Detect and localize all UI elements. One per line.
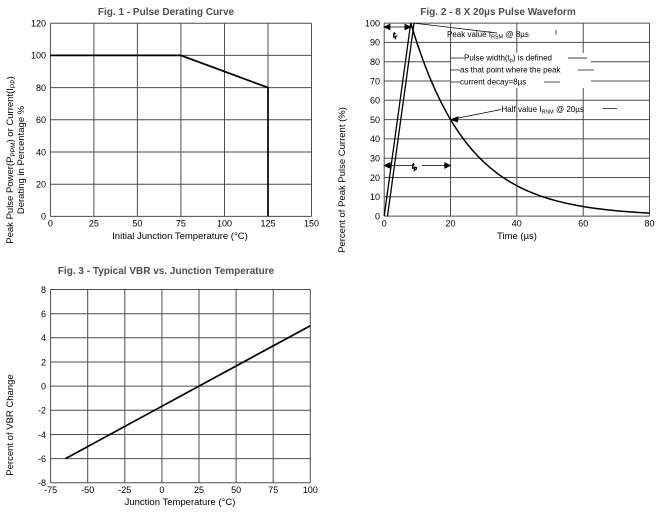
svg-text:25: 25: [194, 485, 204, 495]
svg-text:60: 60: [36, 115, 46, 125]
svg-text:Percent of VBR Change: Percent of VBR Change: [5, 374, 16, 475]
svg-text:70: 70: [370, 76, 380, 86]
svg-text:Fig. 3 - Typical VBR vs. Junct: Fig. 3 - Typical VBR vs. Junction Temper…: [58, 266, 275, 277]
svg-text:Percent of Peak Pulse Current: Percent of Peak Pulse Current (%): [337, 107, 348, 253]
svg-text:80: 80: [644, 219, 654, 229]
svg-text:75: 75: [268, 485, 278, 495]
svg-text:80: 80: [36, 83, 46, 93]
svg-text:50: 50: [370, 115, 380, 125]
svg-text:100: 100: [303, 485, 318, 495]
svg-text:50: 50: [231, 485, 241, 495]
svg-text:10: 10: [370, 192, 380, 202]
svg-text:40: 40: [512, 219, 522, 229]
svg-text:Fig. 2 - 8 X 20µs Pulse Wavefo: Fig. 2 - 8 X 20µs Pulse Waveform: [420, 7, 576, 18]
svg-text:6: 6: [41, 309, 46, 319]
svg-text:0: 0: [159, 485, 164, 495]
svg-text:30: 30: [370, 154, 380, 164]
svg-text:-50: -50: [81, 485, 94, 495]
svg-text:Initial Junction Temperature (: Initial Junction Temperature (°C): [112, 231, 248, 242]
svg-text:150: 150: [304, 219, 319, 229]
svg-text:0: 0: [48, 219, 53, 229]
svg-text:60: 60: [370, 96, 380, 106]
svg-text:-75: -75: [44, 485, 57, 495]
svg-text:50: 50: [132, 219, 142, 229]
svg-text:20: 20: [36, 180, 46, 190]
svg-text:0: 0: [375, 211, 380, 221]
svg-text:-4: -4: [38, 430, 46, 440]
svg-text:Peak value IRSM @ 8µs: Peak value IRSM @ 8µs: [447, 30, 529, 41]
svg-text:2: 2: [41, 357, 46, 367]
svg-text:Fig. 1 - Pulse Derating Curve: Fig. 1 - Pulse Derating Curve: [98, 7, 235, 18]
svg-text:current decay=8µs: current decay=8µs: [460, 78, 526, 87]
svg-text:20: 20: [445, 219, 455, 229]
svg-text:tr: tr: [393, 33, 397, 42]
svg-text:60: 60: [578, 219, 588, 229]
svg-text:0: 0: [41, 212, 46, 222]
svg-text:-2: -2: [38, 406, 46, 416]
svg-text:125: 125: [260, 219, 275, 229]
svg-text:Half value IRSM @ 20µs: Half value IRSM @ 20µs: [502, 105, 584, 116]
svg-text:90: 90: [370, 38, 380, 48]
svg-text:Pulse width(tp) is defined: Pulse width(tp) is defined: [464, 54, 552, 64]
svg-text:100: 100: [365, 19, 380, 29]
svg-text:100: 100: [217, 219, 232, 229]
svg-text:Derating in Percentage %: Derating in Percentage %: [16, 105, 27, 214]
svg-text:40: 40: [36, 147, 46, 157]
svg-text:25: 25: [89, 219, 99, 229]
svg-text:80: 80: [370, 57, 380, 67]
svg-text:8: 8: [41, 285, 46, 295]
svg-text:120: 120: [31, 19, 46, 29]
svg-text:Time (µs): Time (µs): [497, 231, 537, 242]
svg-text:100: 100: [31, 51, 46, 61]
svg-text:20: 20: [370, 173, 380, 183]
svg-text:Junction Temperature (°C): Junction Temperature (°C): [125, 497, 236, 508]
svg-text:-6: -6: [38, 454, 46, 464]
svg-text:0: 0: [41, 381, 46, 391]
svg-text:as that point where the peak: as that point where the peak: [460, 66, 562, 75]
svg-text:0: 0: [382, 219, 387, 229]
svg-text:40: 40: [370, 134, 380, 144]
svg-text:4: 4: [41, 333, 46, 343]
svg-text:-25: -25: [118, 485, 131, 495]
svg-text:75: 75: [176, 219, 186, 229]
